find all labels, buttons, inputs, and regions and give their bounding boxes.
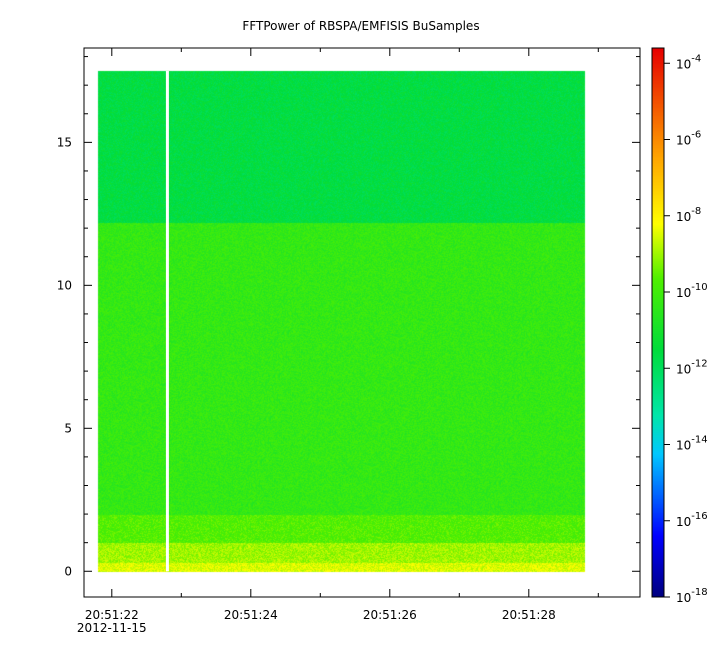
colorbar-border bbox=[651, 47, 665, 598]
colorbar bbox=[652, 48, 664, 597]
colorbar-tick-base: 10 bbox=[676, 439, 691, 453]
colorbar-tick-exponent: -10 bbox=[691, 282, 707, 293]
y-tick-label: 5 bbox=[64, 421, 72, 435]
colorbar-tick-label: 10-8 bbox=[676, 206, 701, 224]
x-tick-label: 20:51:26 bbox=[363, 608, 417, 622]
y-tick-label: 15 bbox=[57, 135, 72, 149]
colorbar-tick-label: 10-4 bbox=[676, 53, 701, 71]
colorbar-tick-label: 10-10 bbox=[676, 282, 708, 300]
colorbar-tick-base: 10 bbox=[676, 591, 691, 605]
colorbar-tick-base: 10 bbox=[676, 515, 691, 529]
colorbar-tick-label: 10-14 bbox=[676, 435, 708, 453]
colorbar-tick-base: 10 bbox=[676, 362, 691, 376]
colorbar-tick-exponent: -12 bbox=[691, 358, 707, 369]
x-tick-sublabel: 2012-11-15 bbox=[77, 621, 147, 635]
y-axis: 0 5 10 15 bbox=[57, 56, 640, 578]
colorbar-tick-base: 10 bbox=[676, 57, 691, 71]
colorbar-tick-base: 10 bbox=[676, 286, 691, 300]
colorbar-tick-exponent: -6 bbox=[691, 130, 701, 141]
colorbar-tick-label: 10-16 bbox=[676, 511, 708, 529]
x-tick-label: 20:51:22 bbox=[85, 608, 139, 622]
spectrogram-heatmap bbox=[84, 48, 640, 597]
colorbar-tick-label: 10-12 bbox=[676, 358, 708, 376]
colorbar-tick-base: 10 bbox=[676, 210, 691, 224]
colorbar-tick-exponent: -8 bbox=[691, 206, 701, 217]
y-tick-label: 0 bbox=[64, 564, 72, 578]
plot-border bbox=[83, 47, 641, 598]
colorbar-tick-label: 10-18 bbox=[676, 587, 708, 605]
colorbar-tick-exponent: -14 bbox=[691, 435, 707, 446]
chart-title: FFTPower of RBSPA/EMFISIS BuSamples bbox=[242, 19, 479, 33]
x-tick-label: 20:51:24 bbox=[224, 608, 278, 622]
y-tick-label: 10 bbox=[57, 278, 72, 292]
colorbar-tick-label: 10-6 bbox=[676, 130, 701, 148]
colorbar-tick-exponent: -18 bbox=[691, 587, 707, 598]
colorbar-tick-base: 10 bbox=[676, 134, 691, 148]
colorbar-tick-exponent: -4 bbox=[691, 53, 701, 64]
data-gap bbox=[165, 70, 169, 572]
colorbar-tick-exponent: -16 bbox=[691, 511, 707, 522]
x-tick-label: 20:51:28 bbox=[502, 608, 556, 622]
